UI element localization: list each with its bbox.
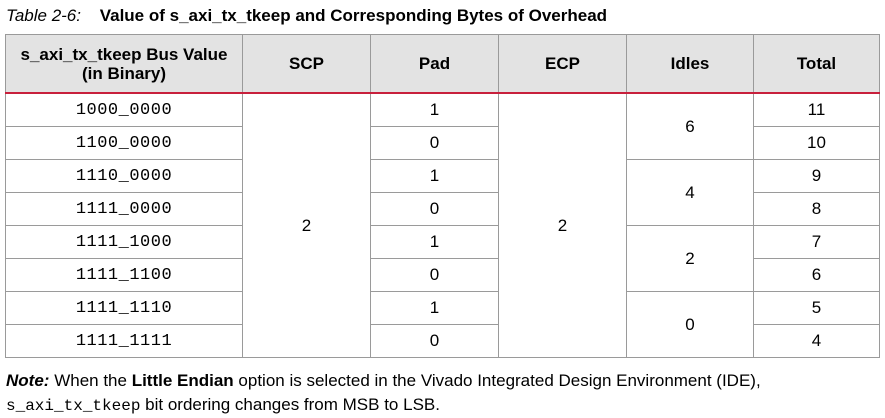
pad-cell: 1 bbox=[370, 92, 499, 127]
header-scp: SCP bbox=[242, 34, 371, 94]
overhead-table: s_axi_tx_tkeep Bus Value (in Binary) SCP… bbox=[5, 34, 880, 358]
table-note: Note: When the Little Endian option is s… bbox=[6, 369, 882, 418]
total-cell: 11 bbox=[753, 92, 880, 127]
table-title: Value of s_axi_tx_tkeep and Correspondin… bbox=[99, 6, 608, 25]
pad-cell: 1 bbox=[370, 225, 499, 259]
table-caption: Table 2-6: Value of s_axi_tx_tkeep and C… bbox=[6, 6, 607, 26]
pad-cell: 1 bbox=[370, 159, 499, 193]
note-text-3: bit ordering changes from MSB to LSB. bbox=[145, 395, 440, 414]
header-bus-value-line1: s_axi_tx_tkeep Bus Value bbox=[20, 44, 228, 64]
table-row: 1111_1110 1 0 5 bbox=[5, 291, 880, 358]
note-text-1: When the bbox=[54, 371, 127, 390]
pad-cell: 0 bbox=[370, 126, 499, 160]
table-row: 1000_0000 2 1 2 6 11 bbox=[5, 92, 880, 358]
bus-value-cell: 1111_1100 bbox=[5, 258, 243, 292]
bus-value-cell: 1100_0000 bbox=[5, 126, 243, 160]
total-cell: 5 bbox=[753, 291, 880, 325]
header-ecp: ECP bbox=[498, 34, 627, 94]
idles-cell: 2 bbox=[626, 225, 754, 292]
ecp-cell: 2 bbox=[498, 92, 627, 358]
note-label: Note: bbox=[6, 371, 50, 390]
table-number: Table 2-6: bbox=[6, 6, 81, 25]
pad-cell: 0 bbox=[370, 324, 499, 358]
header-pad: Pad bbox=[370, 34, 499, 94]
bus-value-cell: 1000_0000 bbox=[5, 92, 243, 127]
scp-cell: 2 bbox=[242, 92, 371, 358]
table-row: 1111_1000 1 2 7 bbox=[5, 225, 880, 292]
total-cell: 10 bbox=[753, 126, 880, 160]
idles-cell: 6 bbox=[626, 92, 754, 160]
note-text-2: option is selected in the Vivado Integra… bbox=[238, 371, 761, 390]
total-cell: 6 bbox=[753, 258, 880, 292]
note-emphasis: Little Endian bbox=[131, 371, 234, 390]
table-row: 1110_0000 1 4 9 bbox=[5, 159, 880, 226]
bus-value-cell: 1111_0000 bbox=[5, 192, 243, 226]
bus-value-cell: 1110_0000 bbox=[5, 159, 243, 193]
header-bus-value: s_axi_tx_tkeep Bus Value (in Binary) bbox=[5, 34, 243, 94]
bus-value-cell: 1111_1000 bbox=[5, 225, 243, 259]
bus-value-cell: 1111_1110 bbox=[5, 291, 243, 325]
idles-cell: 0 bbox=[626, 291, 754, 358]
idles-cell: 4 bbox=[626, 159, 754, 226]
pad-cell: 1 bbox=[370, 291, 499, 325]
table-row: 1111_1111 0 4 bbox=[5, 324, 880, 358]
pad-cell: 0 bbox=[370, 258, 499, 292]
header-bus-value-line2: (in Binary) bbox=[81, 63, 167, 83]
table-row: 1100_0000 0 10 bbox=[5, 126, 880, 160]
header-idles: Idles bbox=[626, 34, 754, 94]
total-cell: 7 bbox=[753, 225, 880, 259]
total-cell: 9 bbox=[753, 159, 880, 193]
note-code: s_axi_tx_tkeep bbox=[6, 397, 141, 415]
pad-cell: 0 bbox=[370, 192, 499, 226]
total-cell: 8 bbox=[753, 192, 880, 226]
bus-value-cell: 1111_1111 bbox=[5, 324, 243, 358]
header-row: s_axi_tx_tkeep Bus Value (in Binary) SCP… bbox=[5, 34, 880, 94]
total-cell: 4 bbox=[753, 324, 880, 358]
header-total: Total bbox=[753, 34, 880, 94]
